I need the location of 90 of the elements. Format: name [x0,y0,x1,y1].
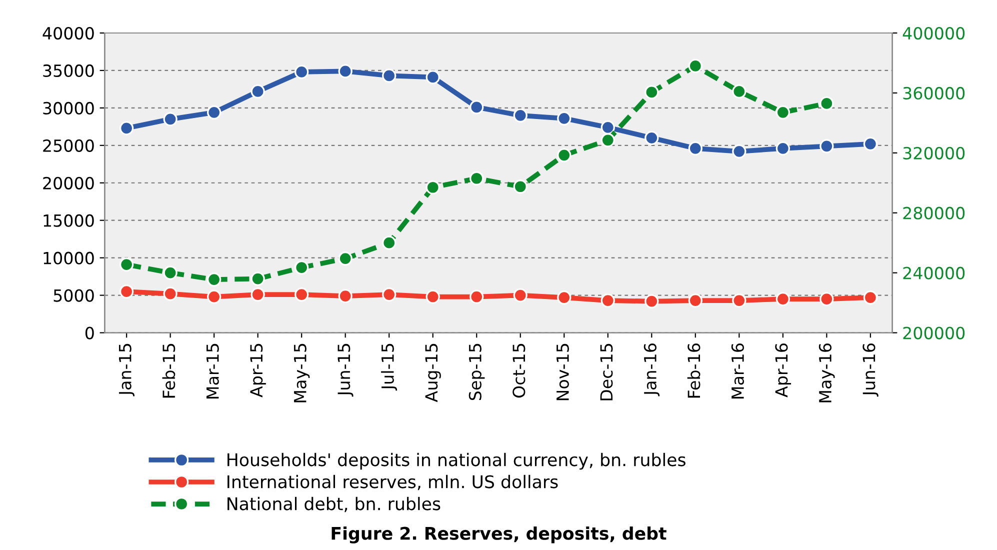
legend-label: International reserves, mln. US dollars [228,474,558,490]
point [513,180,528,194]
x-tick-label: May-15 [294,344,310,402]
x-tick-label: Feb-16 [687,344,700,398]
point [820,96,834,111]
point [206,272,222,287]
point [557,111,572,126]
y2-tick-label: 280000 [903,206,965,220]
legend-label: National debt, bn. rubles [228,496,440,512]
point [820,292,834,306]
x-tick-label: Jun-15 [338,344,354,397]
point [426,290,440,304]
point [338,251,352,266]
x-tick-label: Mar-16 [731,344,744,398]
x-tick-label: Jun-16 [862,344,878,397]
point [820,139,834,154]
x-tick-label: Nov-15 [556,344,569,400]
x-tick-label: Jan-16 [644,344,660,396]
x-tick-label: Feb-15 [162,344,176,398]
y-tick-label: 15000 [44,214,94,227]
point [600,133,615,148]
y-tick-label: 30000 [43,102,94,115]
x-tick-label: Aug-15 [425,344,441,402]
point [557,290,572,305]
point [250,84,265,99]
x-tick-label: Jan-15 [119,344,134,396]
point [382,287,396,302]
point [557,148,572,162]
point [776,105,790,120]
x-tick-label: May-16 [818,344,835,402]
x-tick-label: Sep-15 [468,344,485,400]
point [732,293,746,308]
point [206,290,222,304]
x-tick-label: Mar-15 [206,344,219,398]
point [250,272,265,286]
point [776,292,790,306]
point [644,294,659,308]
point [382,68,396,83]
point [163,112,178,126]
text: Figure 2. Reserves, deposits, debt [332,526,666,544]
point [163,286,178,301]
point [513,108,528,123]
y2-tick-label: 320000 [903,146,965,160]
point [644,85,659,100]
y-tick-label: 35000 [43,64,94,78]
x-tick-label: Oct-15 [512,344,526,398]
point [470,100,484,114]
point [294,260,309,275]
point [513,288,528,302]
point [119,257,134,272]
point [206,105,222,120]
x-tick-label: Apr-15 [250,344,266,398]
point [644,130,659,145]
x-tick-label: Jul-15 [381,344,398,391]
point [688,141,702,156]
point [863,290,878,305]
y-tick-label: 5000 [54,289,94,302]
y-tick-label: 0 [85,326,94,340]
point [338,288,352,304]
point [688,293,702,308]
x-tick-label: Dec-15 [600,344,613,400]
y2-tick-label: 400000 [902,26,965,40]
y2-tick-label: 200000 [903,326,965,340]
point [119,121,134,136]
point [426,70,440,84]
point [470,171,484,186]
point [600,293,615,308]
y-tick-label: 20000 [43,176,94,190]
y-tick-label: 10000 [44,252,94,264]
point [470,290,484,304]
x-tick-label: Apr-16 [775,344,791,398]
point [863,136,878,151]
legend-label: Households' deposits in national currency, bn. rubles [228,452,686,470]
point [294,287,309,302]
point [119,284,134,299]
point [776,141,790,156]
point [250,287,265,302]
point [163,266,178,280]
point [382,236,396,250]
y2-tick-label: 240000 [903,266,965,280]
point [600,120,615,135]
point [426,180,440,194]
y-tick-label: 25000 [43,139,94,152]
y-tick-label: 40000 [42,26,94,40]
point [732,144,746,158]
y2-tick-label: 360000 [903,86,965,100]
point [338,64,352,78]
point [688,58,702,74]
point [294,64,309,80]
point [732,84,746,99]
